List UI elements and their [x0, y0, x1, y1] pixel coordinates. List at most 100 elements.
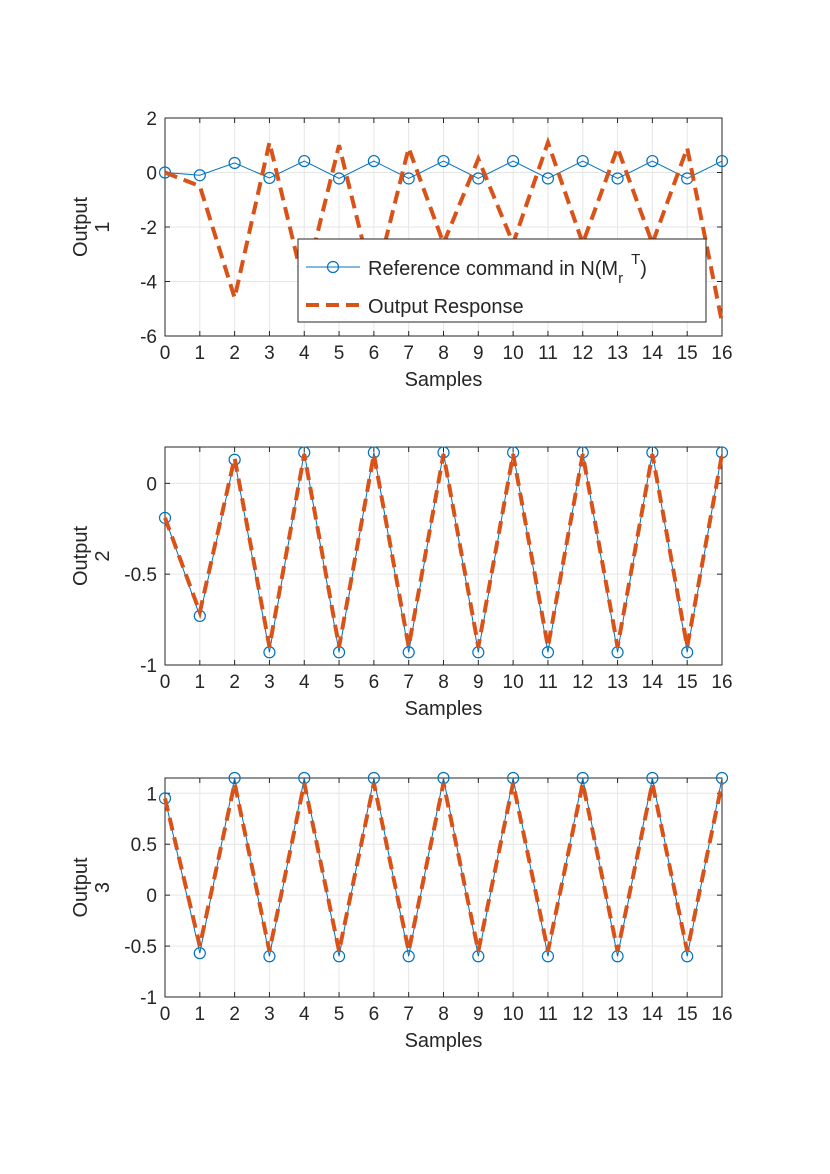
- y-axis-label: Output 3: [70, 857, 114, 917]
- reference-point: [367, 154, 380, 168]
- reference-point: [646, 154, 659, 168]
- x-axis-label: Samples: [405, 698, 483, 720]
- x-tick-label: 11: [538, 1004, 558, 1025]
- x-tick-label: 11: [538, 343, 558, 364]
- subplot-output-2: 0 1 2 3 4 5 6 7 8 9 10 11 12 13 14 15 160-0.5-1SamplesOu…: [70, 446, 733, 720]
- y-tick-label: 0: [146, 164, 157, 185]
- x-tick-label: 6: [369, 1004, 380, 1025]
- x-tick-label: 4: [299, 1004, 310, 1025]
- x-tick-label: 10: [503, 343, 524, 364]
- legend-entry-reference: Reference command in N(MrT): [368, 251, 647, 287]
- x-tick-label: 2: [229, 1004, 240, 1025]
- y-axis-label-line: 1: [92, 221, 114, 232]
- y-tick-label: -6: [140, 327, 157, 348]
- x-tick-label: 10: [503, 1004, 524, 1025]
- x-tick-label: 16: [711, 672, 732, 693]
- y-tick-label: 0: [146, 474, 157, 495]
- x-tick-label: 9: [473, 1004, 484, 1025]
- legend-reference-marker: [326, 260, 340, 274]
- y-axis-label: Output 2: [70, 526, 114, 586]
- x-tick-label: 8: [438, 672, 449, 693]
- x-tick-label: 12: [572, 1004, 593, 1025]
- reference-point: [576, 771, 589, 785]
- x-tick-label: 9: [473, 343, 484, 364]
- x-axis-label: Samples: [405, 369, 483, 391]
- x-tick-label: 13: [607, 672, 628, 693]
- reference-point: [402, 172, 415, 185]
- subplot-output-3: 0 1 2 3 4 5 6 7 8 9 10 11 12 13 14 15 1610.50-0.5-1Sampl…: [70, 771, 733, 1052]
- legend-box: [297, 238, 707, 323]
- x-tick-label: 1: [195, 1004, 206, 1025]
- reference-point: [298, 154, 311, 168]
- reference-point: [681, 646, 694, 659]
- x-tick-label: 9: [473, 672, 484, 693]
- x-tick-label: 14: [642, 672, 664, 693]
- legend-entry-reference-subscript: r: [618, 270, 623, 287]
- x-tick-label: 1: [195, 343, 206, 364]
- x-tick-label: 5: [334, 672, 345, 693]
- x-tick-label: 3: [264, 672, 275, 693]
- legend-entry-response: Output Response: [368, 296, 524, 318]
- reference-point: [193, 947, 206, 960]
- x-tick-label: 2: [229, 343, 240, 364]
- x-tick-label: 16: [711, 1004, 732, 1025]
- reference-series-line: [164, 160, 723, 180]
- x-tick-label: 2: [229, 672, 240, 693]
- x-tick-label: 13: [607, 1004, 628, 1025]
- reference-point: [228, 156, 241, 170]
- x-tick-label: 6: [369, 343, 380, 364]
- y-axis-label-line: Output: [70, 526, 92, 586]
- response-series-line: [164, 136, 724, 323]
- legend-entry-reference-superscript: T: [631, 251, 640, 268]
- y-tick-label: -1: [140, 656, 157, 677]
- legend: Reference command in N(MrT) Output Respon…: [297, 238, 707, 323]
- x-tick-label: 4: [299, 672, 310, 693]
- x-tick-label: 15: [677, 672, 698, 693]
- x-tick-label: 13: [607, 343, 628, 364]
- x-tick-label: 12: [572, 343, 593, 364]
- x-tick-label: 6: [369, 672, 380, 693]
- y-tick-label: 0.5: [131, 835, 157, 856]
- x-tick-label: 5: [334, 1004, 345, 1025]
- x-tick-label: 12: [572, 672, 593, 693]
- reference-point: [193, 169, 206, 182]
- y-tick-label: 2: [146, 109, 157, 130]
- x-tick-label: 10: [503, 672, 524, 693]
- reference-point: [507, 154, 520, 168]
- reference-point: [437, 154, 450, 168]
- legend-entry-reference-close: ): [640, 258, 647, 280]
- y-tick-label: 0: [146, 886, 157, 907]
- x-axis-label: Samples: [405, 1030, 483, 1052]
- reference-point: [263, 171, 276, 185]
- x-tick-label: 7: [403, 1004, 414, 1025]
- x-tick-label: 15: [677, 343, 698, 364]
- x-tick-label: 8: [438, 1004, 449, 1025]
- reference-point: [541, 646, 555, 659]
- x-tick-label: 3: [264, 1004, 275, 1025]
- y-tick-label: -2: [140, 218, 157, 239]
- y-axis-label: Output 1: [70, 197, 114, 257]
- x-tick-label: 7: [403, 672, 414, 693]
- reference-point: [472, 172, 485, 185]
- y-tick-label: -1: [140, 988, 157, 1009]
- subplot-output-1: 0 1 2 3 4 5 6 7 8 9 10 11 12 13 14 15 1620-2-4-6SamplesO…: [70, 109, 733, 391]
- x-tick-label: 5: [334, 343, 345, 364]
- y-axis-label-line: 3: [92, 882, 114, 893]
- x-tick-label: 3: [264, 343, 275, 364]
- reference-point: [541, 172, 555, 185]
- y-tick-label: 1: [146, 784, 157, 805]
- x-tick-label: 8: [438, 343, 449, 364]
- y-tick-label: -4: [140, 273, 157, 294]
- x-tick-label: 14: [642, 1004, 664, 1025]
- reference-point: [402, 950, 415, 963]
- x-tick-label: 15: [677, 1004, 698, 1025]
- reference-point: [158, 166, 172, 179]
- reference-point: [402, 646, 415, 659]
- response-series-line: [163, 782, 724, 952]
- y-axis-label-line: Output: [70, 197, 92, 257]
- reference-point: [611, 172, 624, 185]
- x-tick-label: 0: [160, 343, 171, 364]
- y-tick-label: -0.5: [124, 565, 157, 586]
- y-tick-label: -0.5: [124, 937, 157, 958]
